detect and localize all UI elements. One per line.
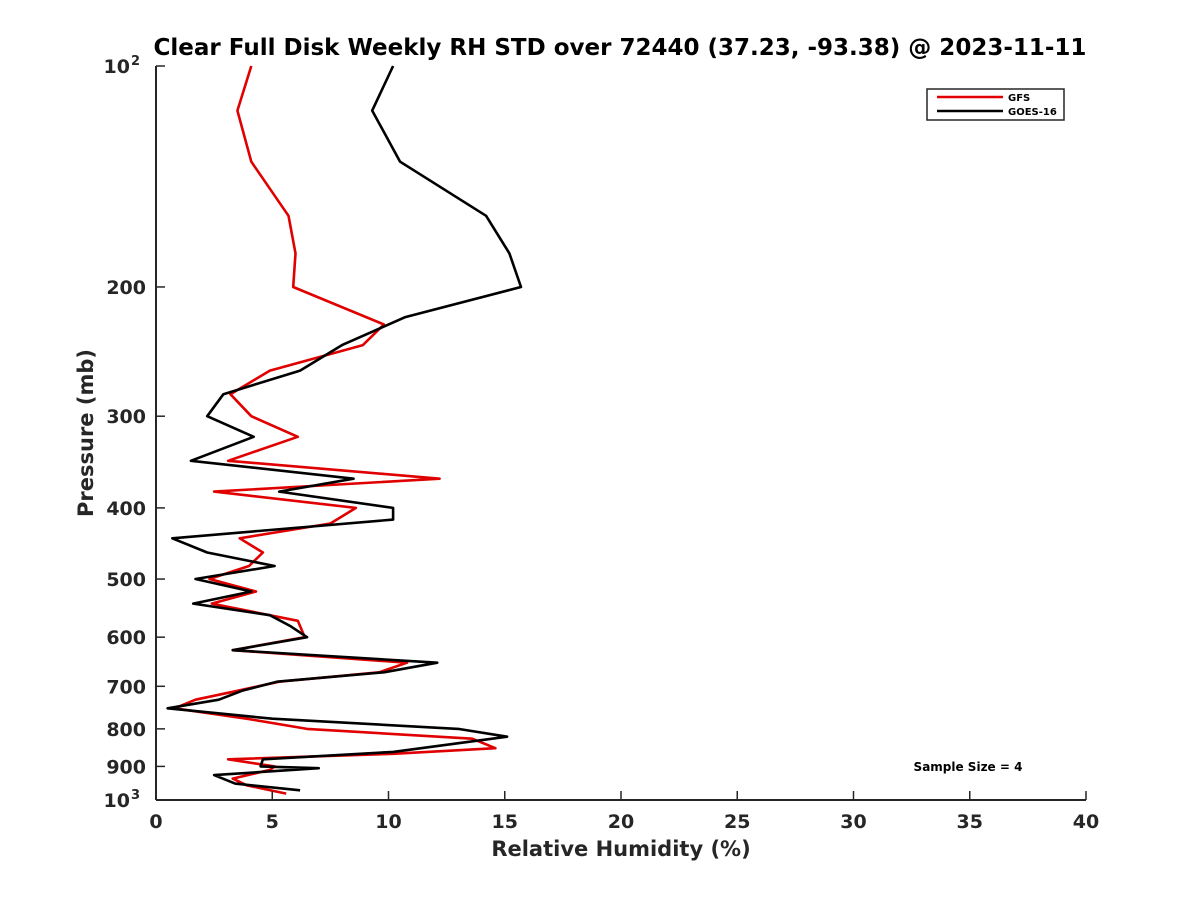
y-tick-exponent: 3: [131, 788, 140, 803]
x-tick-label: 40: [1073, 811, 1099, 833]
y-tick-label: 600: [106, 627, 146, 649]
x-tick-label: 35: [957, 811, 983, 833]
y-tick-base: 10: [104, 790, 130, 812]
x-tick-label: 20: [608, 811, 634, 833]
y-tick-label: 200: [106, 277, 146, 299]
y-tick-label: 300: [106, 406, 146, 428]
sample-size-annotation: Sample Size = 4: [914, 760, 1023, 774]
x-tick-label: 25: [724, 811, 750, 833]
y-tick-label: 10: [104, 56, 130, 78]
y-tick-label: 500: [106, 569, 146, 591]
x-tick-label: 10: [375, 811, 401, 833]
legend-label-goes-16: GOES-16: [1008, 107, 1057, 118]
legend: GFS GOES-16: [926, 88, 1065, 121]
y-tick-exponent: 2: [131, 54, 140, 69]
y-tick-label: 900: [106, 756, 146, 778]
y-tick-label: 10: [104, 790, 130, 812]
series-line-gfs: [173, 65, 497, 795]
x-tick-label: 5: [266, 811, 279, 833]
x-tick-label: 15: [492, 811, 518, 833]
y-axis-label: Pressure (mb): [74, 349, 98, 517]
y-tick-base: 10: [104, 56, 130, 78]
x-tick-label: 0: [149, 811, 162, 833]
x-ticks: 0 5 10 15 20 25 30 35 40: [149, 791, 1099, 833]
series-line-goes-16: [166, 65, 523, 792]
chart-title: Clear Full Disk Weekly RH STD over 72440…: [154, 35, 1087, 61]
x-axis-label: Relative Humidity (%): [491, 837, 750, 861]
y-tick-label: 800: [106, 719, 146, 741]
legend-box: [926, 88, 1065, 121]
legend-label-gfs: GFS: [1008, 93, 1030, 104]
axes: 0 5 10 15 20 25 30 35 40 10 220030040050060070080…: [104, 54, 1100, 833]
y-tick-label: 400: [106, 498, 146, 520]
series-layer: [166, 65, 523, 795]
x-tick-label: 30: [840, 811, 866, 833]
y-tick-label: 700: [106, 676, 146, 698]
